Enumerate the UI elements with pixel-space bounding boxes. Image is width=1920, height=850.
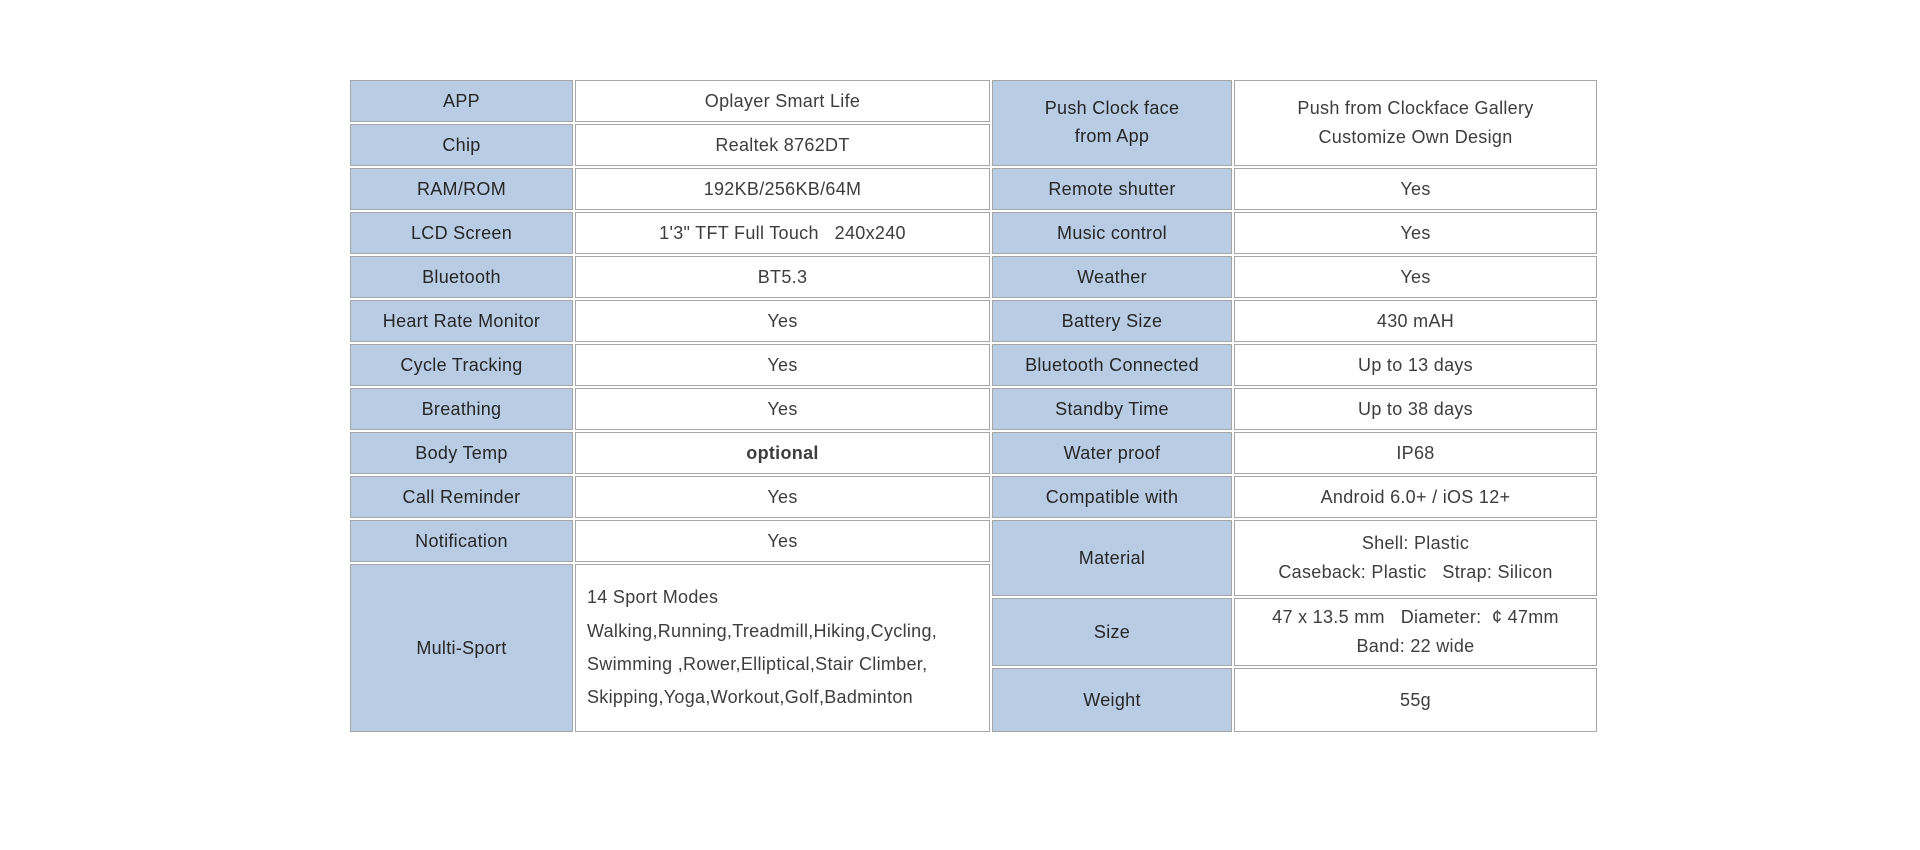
spec-value-standby-time: Up to 38 days	[1234, 388, 1597, 430]
spec-label-call-reminder: Call Reminder	[350, 476, 573, 518]
spec-label-weather: Weather	[992, 256, 1232, 298]
spec-value-chip: Realtek 8762DT	[575, 124, 990, 166]
spec-value-remote-shutter: Yes	[1234, 168, 1597, 210]
spec-value-material: Shell: Plastic Caseback: Plastic Strap: …	[1234, 520, 1597, 596]
spec-label-notification: Notification	[350, 520, 573, 562]
spec-value-heart-rate-monitor: Yes	[575, 300, 990, 342]
spec-label-remote-shutter: Remote shutter	[992, 168, 1232, 210]
spec-label-chip: Chip	[350, 124, 573, 166]
spec-label-app: APP	[350, 80, 573, 122]
spec-value-weight: 55g	[1234, 668, 1597, 732]
spec-table-right-half: Push Clock face from App Push from Clock…	[992, 80, 1597, 732]
spec-label-lcd-screen: LCD Screen	[350, 212, 573, 254]
spec-label-heart-rate-monitor: Heart Rate Monitor	[350, 300, 573, 342]
spec-label-multi-sport: Multi-Sport	[350, 564, 573, 732]
spec-value-lcd-screen: 1'3" TFT Full Touch 240x240	[575, 212, 990, 254]
spec-value-size: 47 x 13.5 mm Diameter: ¢ 47mm Band: 22 w…	[1234, 598, 1597, 666]
spec-value-bluetooth: BT5.3	[575, 256, 990, 298]
spec-value-breathing: Yes	[575, 388, 990, 430]
spec-value-battery-size: 430 mAH	[1234, 300, 1597, 342]
spec-label-standby-time: Standby Time	[992, 388, 1232, 430]
spec-value-compatible-with: Android 6.0+ / iOS 12+	[1234, 476, 1597, 518]
spec-value-app: Oplayer Smart Life	[575, 80, 990, 122]
spec-label-breathing: Breathing	[350, 388, 573, 430]
spec-label-cycle-tracking: Cycle Tracking	[350, 344, 573, 386]
spec-table: APP Oplayer Smart Life Chip Realtek 8762…	[350, 80, 1597, 732]
spec-value-weather: Yes	[1234, 256, 1597, 298]
spec-value-bluetooth-connected: Up to 13 days	[1234, 344, 1597, 386]
spec-label-water-proof: Water proof	[992, 432, 1232, 474]
spec-label-bluetooth: Bluetooth	[350, 256, 573, 298]
spec-label-bluetooth-connected: Bluetooth Connected	[992, 344, 1232, 386]
spec-value-push-clock-face: Push from Clockface Gallery Customize Ow…	[1234, 80, 1597, 166]
spec-label-ram-rom: RAM/ROM	[350, 168, 573, 210]
spec-value-water-proof: IP68	[1234, 432, 1597, 474]
spec-value-call-reminder: Yes	[575, 476, 990, 518]
spec-label-battery-size: Battery Size	[992, 300, 1232, 342]
spec-label-music-control: Music control	[992, 212, 1232, 254]
spec-label-body-temp: Body Temp	[350, 432, 573, 474]
spec-label-size: Size	[992, 598, 1232, 666]
spec-label-weight: Weight	[992, 668, 1232, 732]
spec-value-ram-rom: 192KB/256KB/64M	[575, 168, 990, 210]
spec-table-left-half: APP Oplayer Smart Life Chip Realtek 8762…	[350, 80, 990, 732]
spec-value-music-control: Yes	[1234, 212, 1597, 254]
spec-label-push-clock-face: Push Clock face from App	[992, 80, 1232, 166]
spec-value-cycle-tracking: Yes	[575, 344, 990, 386]
spec-label-compatible-with: Compatible with	[992, 476, 1232, 518]
spec-value-multi-sport: 14 Sport Modes Walking,Running,Treadmill…	[575, 564, 990, 732]
spec-value-body-temp: optional	[575, 432, 990, 474]
spec-value-notification: Yes	[575, 520, 990, 562]
spec-label-material: Material	[992, 520, 1232, 596]
